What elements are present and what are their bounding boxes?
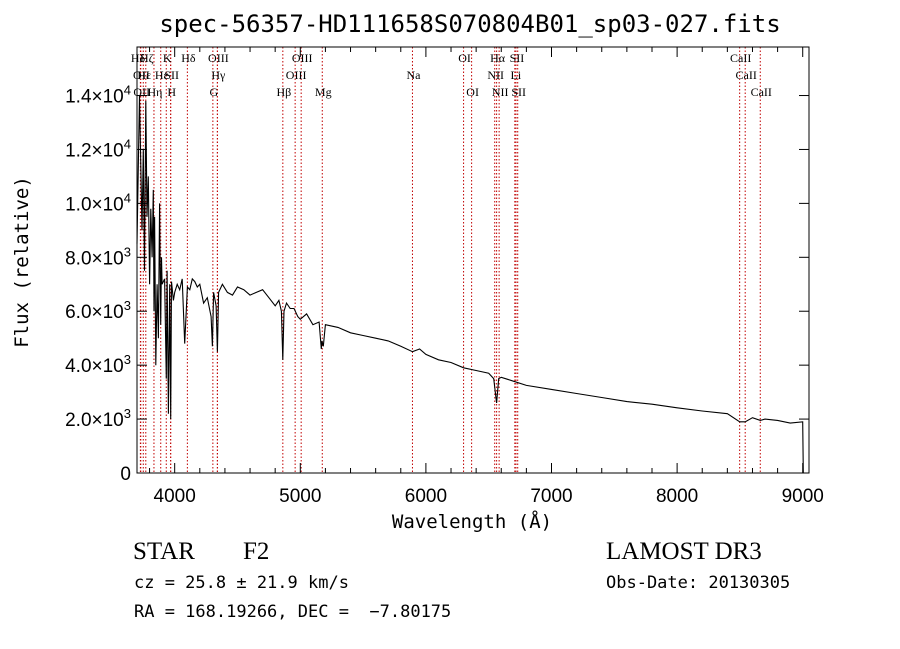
survey-name: LAMOST DR3 bbox=[606, 538, 762, 565]
line-label-K: K bbox=[163, 51, 172, 65]
chart-title: spec-56357-HD111658S070804B01_sp03-027.f… bbox=[159, 10, 780, 38]
y-tick-label: 0 bbox=[120, 464, 131, 485]
x-axis-label: Wavelength (Å) bbox=[392, 510, 552, 533]
y-tick-label: 1.0×104 bbox=[65, 190, 131, 215]
star-class-label: STAR bbox=[133, 538, 195, 565]
x-tick-label: 6000 bbox=[405, 486, 447, 507]
line-label-Hβ: Hβ bbox=[276, 85, 291, 99]
obs-date: Obs-Date: 20130305 bbox=[606, 573, 791, 593]
line-label-Na: Na bbox=[406, 68, 421, 82]
line-label-CaII: CaII bbox=[736, 68, 757, 82]
line-label-NII: NII bbox=[487, 68, 504, 82]
line-label-OI: OI bbox=[466, 85, 479, 99]
x-tick-label: 8000 bbox=[656, 486, 698, 507]
y-axis-ticks: 0 2.0×103 4.0×103 6.0×103 8.0×103 1.0×104 1.2×… bbox=[65, 83, 809, 485]
y-tick-label: 6.0×103 bbox=[65, 298, 131, 323]
y-tick-label: 1.4×104 bbox=[65, 83, 131, 108]
line-label-Hε: Hε bbox=[137, 68, 151, 82]
line-label-CaII: CaII bbox=[730, 51, 751, 65]
y-tick-label: 2.0×103 bbox=[65, 406, 131, 431]
line-label-Hδ: Hδ bbox=[131, 51, 146, 65]
line-label-Hη: Hη bbox=[147, 85, 162, 99]
ra-dec-value: RA = 168.19266, DEC = −7.80175 bbox=[134, 602, 452, 622]
flux-series-line bbox=[136, 95, 804, 474]
line-label-Mg: Mg bbox=[315, 85, 332, 99]
line-label-OIII: OIII bbox=[208, 51, 229, 65]
x-tick-label: 7000 bbox=[530, 486, 572, 507]
line-label-Hγ: Hγ bbox=[211, 68, 226, 82]
x-tick-label: 5000 bbox=[279, 486, 321, 507]
line-label-G: G bbox=[210, 85, 219, 99]
x-tick-label: 9000 bbox=[782, 486, 824, 507]
line-label-SII: SII bbox=[164, 68, 179, 82]
cz-value: cz = 25.8 ± 21.9 km/s bbox=[134, 573, 349, 593]
line-label-SII: SII bbox=[510, 51, 525, 65]
spectral-line-markers bbox=[136, 47, 761, 473]
line-label-OIII: OIII bbox=[292, 51, 313, 65]
line-label-SII: SII bbox=[511, 85, 526, 99]
y-axis-label: Flux (relative) bbox=[11, 176, 33, 348]
line-label-OIII: OIII bbox=[286, 68, 307, 82]
y-tick-label: 8.0×103 bbox=[65, 244, 131, 269]
y-tick-label: 4.0×103 bbox=[65, 352, 131, 377]
x-axis-ticks: 4000 5000 6000 7000 8000 9000 bbox=[149, 47, 824, 507]
plot-frame bbox=[136, 46, 810, 474]
line-label-Hδ: Hδ bbox=[181, 51, 196, 65]
x-tick-label: 4000 bbox=[154, 486, 196, 507]
line-label-Li: Li bbox=[510, 68, 521, 82]
line-label-OI: OI bbox=[458, 51, 471, 65]
line-label-CaII: CaII bbox=[751, 85, 772, 99]
y-tick-label: 1.2×104 bbox=[65, 136, 131, 161]
line-label-NII: NII bbox=[492, 85, 509, 99]
line-label-Hα: Hα bbox=[490, 51, 506, 65]
star-subclass: F2 bbox=[243, 538, 270, 565]
line-label-H: H bbox=[167, 85, 176, 99]
line-label-Hε: Hε bbox=[155, 68, 169, 82]
line-label-Hζ: Hζ bbox=[140, 51, 154, 65]
